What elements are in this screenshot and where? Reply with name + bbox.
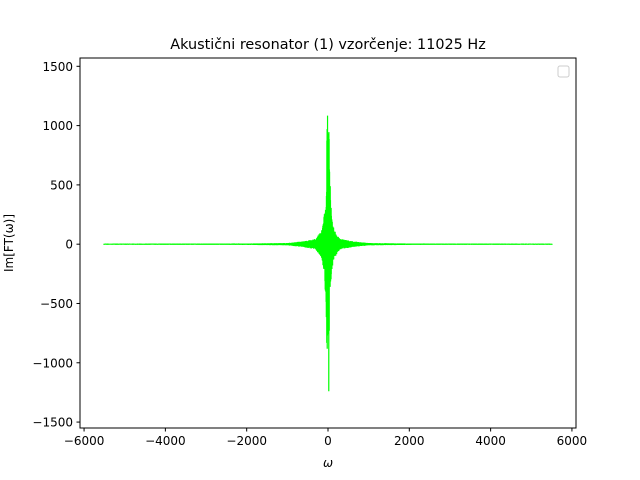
x-tick-label: 6000 — [557, 434, 588, 448]
x-tick-label: −6000 — [64, 434, 105, 448]
series-line-0 — [103, 115, 553, 392]
x-tick-label: −4000 — [145, 434, 186, 448]
legend-box — [557, 65, 570, 78]
x-tick-label: 0 — [324, 434, 332, 448]
y-tick-label: 1500 — [42, 60, 73, 74]
y-tick-label: 500 — [50, 178, 73, 192]
y-tick-label: 1000 — [42, 119, 73, 133]
x-tick-label: −2000 — [226, 434, 267, 448]
plot-area — [103, 115, 553, 392]
y-axis-label: Im[FT(ω)] — [2, 214, 16, 272]
x-axis-ticks: −6000 −4000 −2000 0 2000 4000 6000 — [64, 428, 587, 448]
chart-title: Akustični resonator (1) vzorčenje: 11025… — [170, 37, 486, 53]
y-tick-label: −1500 — [32, 416, 73, 430]
y-tick-label: 0 — [65, 238, 73, 252]
y-tick-label: −1000 — [32, 356, 73, 370]
x-tick-label: 4000 — [475, 434, 506, 448]
y-axis-ticks: −1500 −1000 −500 0 500 1000 1500 — [32, 60, 80, 430]
y-tick-label: −500 — [40, 297, 73, 311]
x-tick-label: 2000 — [394, 434, 425, 448]
x-axis-label: ω — [323, 456, 333, 470]
